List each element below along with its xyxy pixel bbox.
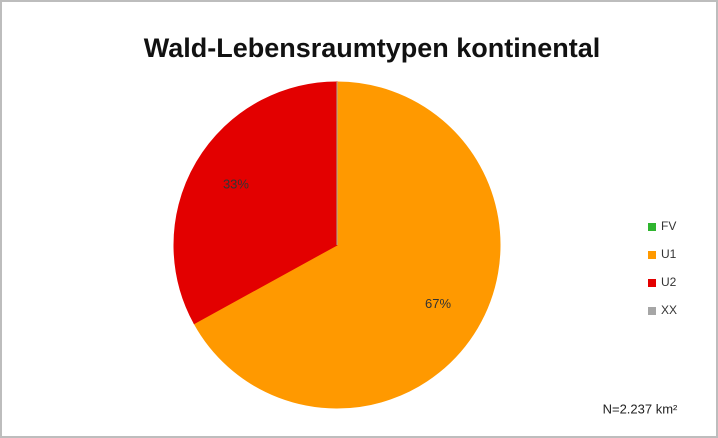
legend-label: U2 (661, 275, 677, 289)
pie-slice (173, 81, 338, 325)
legend-swatch (648, 279, 656, 287)
legend-swatch (648, 307, 656, 315)
legend-label: XX (661, 303, 677, 317)
data-label: 33% (223, 177, 249, 192)
legend-swatch (648, 223, 656, 231)
annotation: N=2.237 km² (603, 401, 678, 416)
pie-slice (193, 81, 501, 409)
legend-label: U1 (661, 247, 677, 261)
legend-label: FV (661, 219, 676, 233)
legend-swatch (648, 251, 656, 259)
data-label: 67% (425, 296, 451, 311)
chart-title: Wald-Lebensraumtypen kontinental (144, 33, 601, 63)
